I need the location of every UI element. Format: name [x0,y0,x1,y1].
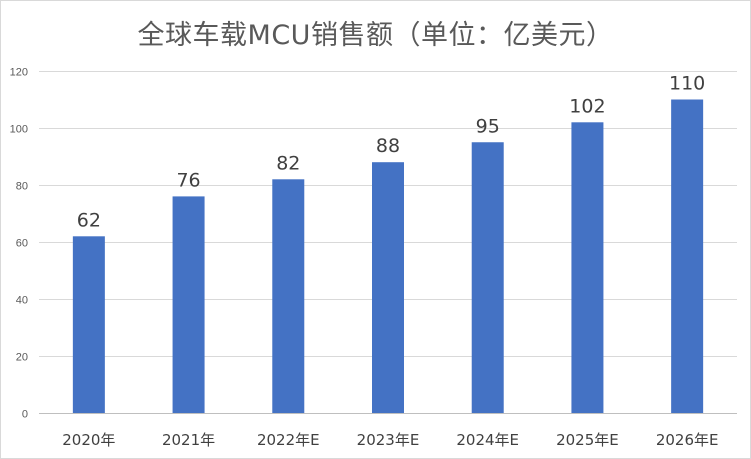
x-tick-label: 2024年E [456,431,519,449]
y-axis-ticks: 0 20 40 60 80 100 120 [10,67,28,421]
bar [272,179,305,413]
bar [571,122,604,414]
chart-title: 全球车载MCU销售额（单位：亿美元） [137,20,614,51]
x-tick-label: 2022年E [257,431,320,449]
x-tick-label: 2023年E [357,431,420,449]
x-tick-label: 2021年 [162,431,215,449]
y-tick-label: 0 [22,409,28,421]
y-tick-label: 120 [10,67,28,79]
data-label: 82 [276,152,300,174]
data-label: 102 [569,95,605,117]
data-label: 62 [77,209,101,231]
x-axis-ticks: 2020年 2021年 2022年E 2023年E 2024年E 2025年E 2026年E [62,431,718,449]
data-label: 95 [476,115,500,137]
bar [671,99,704,413]
x-tick-label: 2025年E [556,431,619,449]
bar [372,162,404,413]
data-label: 110 [669,73,705,95]
bar [72,236,105,413]
y-tick-label: 40 [16,295,28,307]
data-label: 76 [176,169,200,191]
y-tick-label: 20 [16,352,28,364]
x-tick-label: 2026年E [656,431,719,449]
bar [471,142,504,413]
bar [172,196,205,413]
data-label: 88 [376,135,400,157]
x-tick-label: 2020年 [62,431,115,449]
y-tick-label: 80 [16,181,28,193]
y-tick-label: 60 [16,238,28,250]
data-labels: 62 76 82 88 95 102 110 [77,73,706,232]
bars [72,99,704,414]
y-tick-label: 100 [10,124,28,136]
